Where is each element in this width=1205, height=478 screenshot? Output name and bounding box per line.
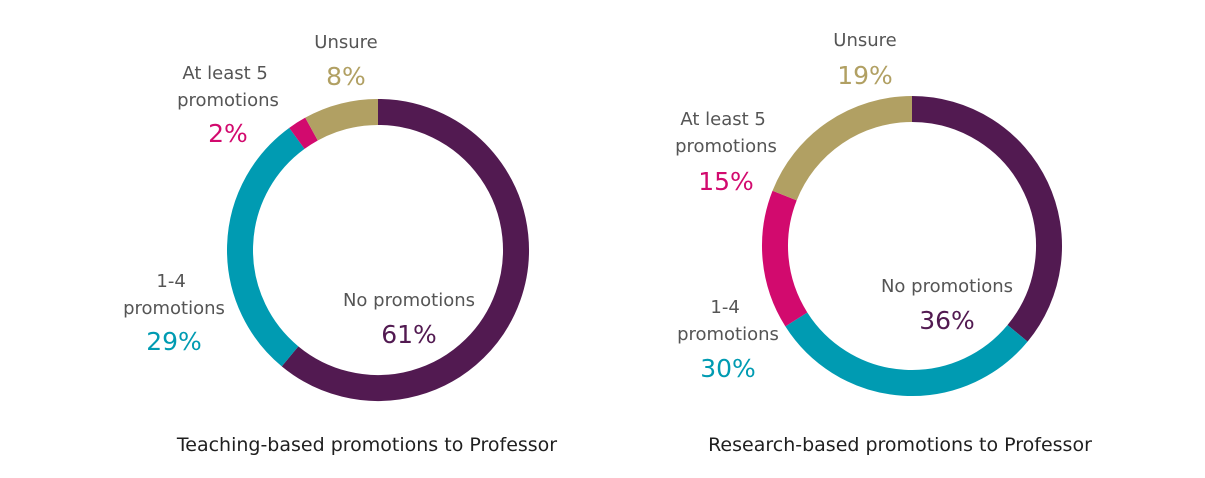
research-slice-no-promotions xyxy=(911,96,1062,342)
research-label-unsure: Unsure xyxy=(833,30,896,51)
teaching-slice-1-4-promotions xyxy=(227,127,305,367)
teaching-label-at-least-5-line-2: promotions xyxy=(177,90,279,111)
research-slice-unsure xyxy=(772,96,913,201)
teaching-label-at-least-5-line-1: At least 5 xyxy=(182,63,268,84)
research-label-at-least-5-line-1: At least 5 xyxy=(680,109,766,130)
research-label-no-promotions: No promotions xyxy=(881,276,1013,297)
teaching-value-no-promotions: 61% xyxy=(381,320,437,349)
research-value-unsure: 19% xyxy=(837,61,893,90)
research-label-1-4-line-1: 1-4 xyxy=(710,297,739,318)
research-label-1-4-promotions: 1-4 promotions xyxy=(677,297,779,345)
research-value-at-least-5-promotions: 15% xyxy=(698,167,754,196)
research-value-1-4-promotions: 30% xyxy=(700,354,756,383)
teaching-label-at-least-5-promotions: At least 5 promotions xyxy=(177,63,279,111)
teaching-slice-unsure xyxy=(305,99,379,141)
teaching-label-1-4-line-2: promotions xyxy=(123,298,225,319)
research-label-1-4-line-2: promotions xyxy=(677,324,779,345)
teaching-value-1-4-promotions: 29% xyxy=(146,327,202,356)
teaching-label-1-4-promotions: 1-4 promotions xyxy=(123,271,225,319)
teaching-donut-ring xyxy=(227,99,529,401)
research-donut-chart: No promotions 36% 1-4 promotions 30% At … xyxy=(675,30,1092,456)
teaching-slice-at-least-5-promotions xyxy=(289,117,318,149)
research-label-at-least-5-line-2: promotions xyxy=(675,136,777,157)
teaching-chart-title: Teaching-based promotions to Professor xyxy=(176,434,557,456)
research-label-at-least-5-promotions: At least 5 promotions xyxy=(675,109,777,157)
research-slice-1-4-promotions xyxy=(785,312,1028,396)
teaching-value-at-least-5-promotions: 2% xyxy=(208,119,248,148)
teaching-slice-no-promotions xyxy=(281,99,529,401)
teaching-label-1-4-line-1: 1-4 xyxy=(156,271,185,292)
research-donut-ring xyxy=(762,96,1062,396)
teaching-label-unsure: Unsure xyxy=(314,32,377,53)
teaching-value-unsure: 8% xyxy=(326,62,366,91)
research-chart-title: Research-based promotions to Professor xyxy=(708,434,1092,456)
teaching-donut-chart: No promotions 61% 1-4 promotions 29% At … xyxy=(123,32,557,456)
research-slice-at-least-5-promotions xyxy=(762,190,808,327)
research-value-no-promotions: 36% xyxy=(919,306,975,335)
teaching-label-no-promotions: No promotions xyxy=(343,290,475,311)
